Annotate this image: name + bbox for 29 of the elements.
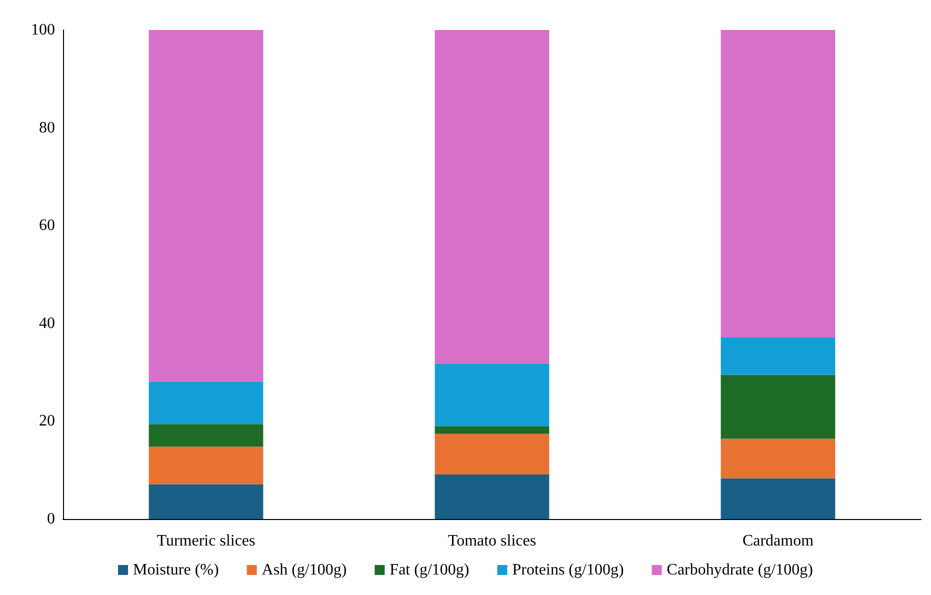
bar: [720, 337, 836, 375]
bar: [148, 424, 264, 447]
legend-label: Proteins (g/100g): [512, 562, 624, 578]
bar: [148, 484, 264, 519]
legend-label: Moisture (%): [133, 562, 219, 578]
x-tick-label: Tomato slices: [448, 532, 536, 550]
y-tick-label: 0: [47, 510, 55, 528]
bar: [434, 474, 550, 519]
y-tick-label: 40: [39, 314, 55, 332]
y-tick-label: 80: [39, 119, 55, 136]
y-tick-label: 60: [39, 217, 55, 234]
bar: [720, 478, 836, 519]
bar: [720, 438, 836, 478]
bar: [434, 434, 550, 474]
legend-label: Carbohydrate (g/100g): [666, 562, 813, 578]
x-tick-label: Cardamom: [742, 532, 814, 550]
bar: [434, 364, 550, 426]
bar: [148, 382, 264, 424]
bar: [434, 426, 550, 434]
bar: [148, 30, 264, 382]
legend-label: Fat (g/100g): [390, 562, 470, 578]
bar: [720, 374, 836, 439]
bar: [434, 30, 550, 364]
x-tick-label: Turmeric slices: [156, 532, 256, 550]
y-tick-label: 20: [39, 412, 55, 430]
bar: [148, 446, 264, 484]
legend-label: Ash (g/100g): [262, 562, 347, 578]
y-tick-label: 100: [31, 22, 55, 38]
bar: [720, 30, 836, 338]
